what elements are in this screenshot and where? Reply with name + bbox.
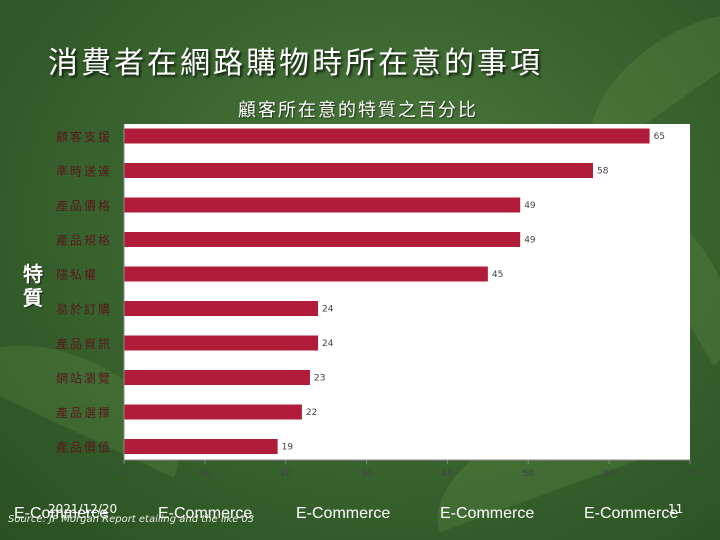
category-label: 隱私權 bbox=[56, 268, 98, 282]
x-tick-label: 20 bbox=[280, 469, 292, 479]
x-tick-label: 50 bbox=[523, 469, 535, 479]
footer-date: 2021/12/20 bbox=[48, 502, 118, 516]
x-tick-label: 30 bbox=[361, 469, 373, 479]
chart-title: 顧客所在意的特質之百分比 bbox=[238, 100, 478, 121]
bar bbox=[124, 301, 319, 316]
value-label: 49 bbox=[524, 201, 536, 211]
bar bbox=[124, 404, 302, 420]
category-label: 網站瀏覽 bbox=[56, 371, 112, 386]
source-note: Source: JP Morgan Report etailing and th… bbox=[8, 514, 255, 525]
category-label: 易於訂購 bbox=[56, 302, 112, 317]
bar bbox=[124, 266, 488, 282]
page-title: 消費者在網路購物時所在意的事項 bbox=[48, 46, 543, 81]
footer-ecommerce-label: E-Commerce bbox=[584, 505, 679, 522]
value-label: 24 bbox=[322, 339, 334, 349]
value-label: 19 bbox=[282, 443, 294, 453]
category-label: 產品價格 bbox=[56, 198, 112, 213]
category-label: 產品資訊 bbox=[56, 336, 112, 351]
value-label: 58 bbox=[597, 167, 609, 177]
category-label: 產品價值 bbox=[56, 440, 112, 455]
category-label: 顧客支援 bbox=[56, 129, 112, 144]
plot-area bbox=[124, 124, 690, 460]
footer-ecommerce-label: E-Commerce bbox=[14, 505, 109, 522]
value-label: 24 bbox=[322, 305, 334, 315]
bar bbox=[124, 197, 521, 213]
category-label: 準時送達 bbox=[56, 164, 112, 179]
footer-ecommerce-label: E-Commerce bbox=[440, 505, 535, 522]
bar bbox=[124, 163, 593, 178]
x-tick-label: 10 bbox=[199, 469, 211, 479]
bar bbox=[124, 370, 310, 385]
bar bbox=[124, 335, 319, 351]
page-number: 11 bbox=[668, 502, 684, 516]
x-tick-label: 40 bbox=[442, 469, 454, 479]
value-label: 45 bbox=[492, 270, 503, 280]
value-label: 65 bbox=[654, 132, 665, 142]
x-tick-label: 0 bbox=[121, 469, 127, 479]
value-label: 23 bbox=[314, 374, 325, 384]
y-axis-label: 特質 bbox=[23, 262, 43, 310]
x-tick-label: 70 bbox=[684, 469, 696, 479]
category-label: 產品規格 bbox=[56, 233, 112, 248]
value-label: 22 bbox=[306, 408, 317, 418]
bar bbox=[124, 128, 650, 144]
bar bbox=[124, 232, 521, 247]
x-tick-label: 60 bbox=[603, 469, 615, 479]
category-label: 產品選擇 bbox=[56, 405, 112, 420]
footer-ecommerce-label: E-Commerce bbox=[296, 505, 391, 522]
value-label: 49 bbox=[524, 236, 536, 246]
bar bbox=[124, 439, 278, 454]
footer-ecommerce-label: E-Commerce bbox=[158, 505, 253, 522]
